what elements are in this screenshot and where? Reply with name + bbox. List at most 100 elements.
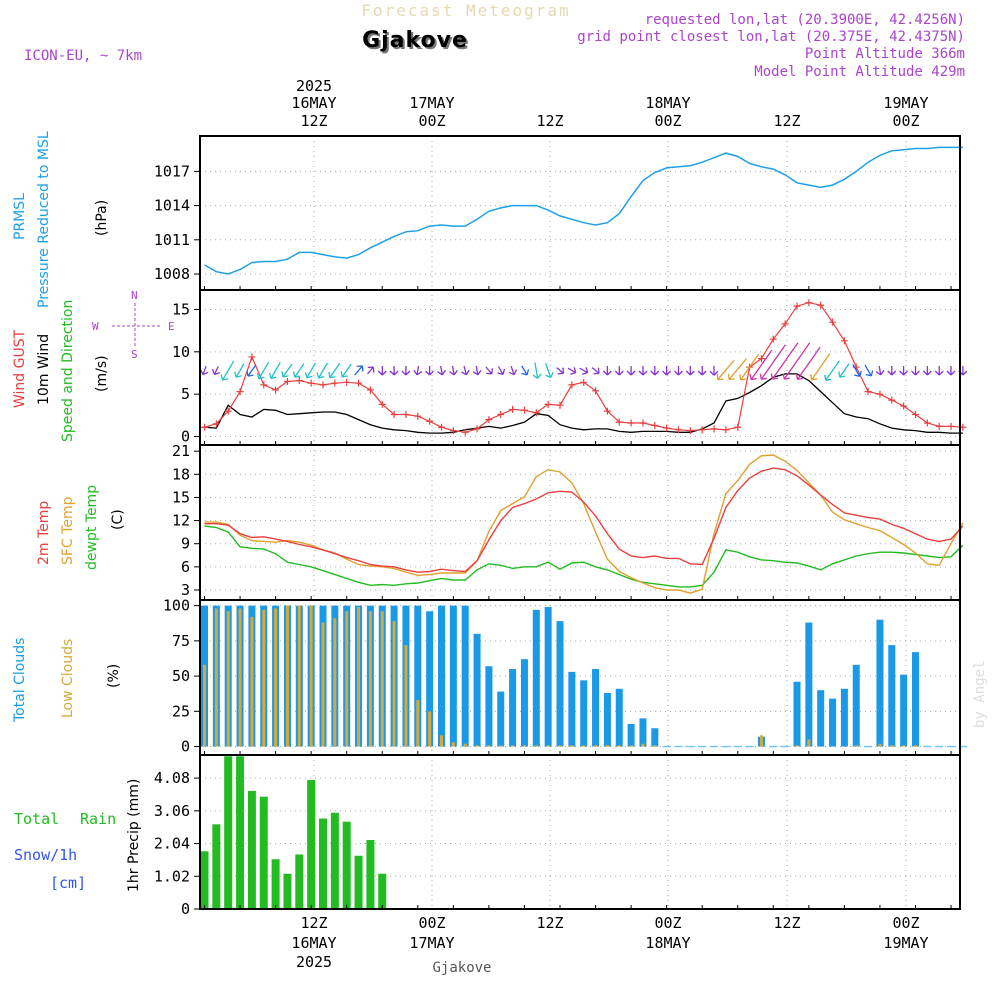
gust-point xyxy=(236,388,244,396)
rain-bar xyxy=(212,824,221,909)
gust-point xyxy=(355,379,363,387)
y-tick-label: 1017 xyxy=(154,162,190,180)
gust-point xyxy=(283,377,291,385)
bottom-axis-hour: 12Z xyxy=(773,914,800,932)
wind-direction-arrow xyxy=(268,362,281,380)
gust-point xyxy=(805,299,813,307)
y-tick-label: 15 xyxy=(172,300,190,318)
bottom-time-axis: 12Z 16MAY 2025 00Z 17MAY 12Z 00Z 18MAY 1… xyxy=(291,914,928,976)
wind-direction-arrow xyxy=(437,365,447,376)
bottom-axis-hour: 00Z xyxy=(418,914,445,932)
y-tick-label: 4.08 xyxy=(154,769,190,787)
total-cloud-bar xyxy=(449,605,457,747)
gust-point xyxy=(343,378,351,386)
total-cloud-bar xyxy=(627,724,635,747)
top-time-axis: 2025 16MAY 12Z 17MAY 00Z 12Z 18MAY 00Z 1… xyxy=(291,77,928,130)
bottom-axis-date: 17MAY xyxy=(409,934,454,952)
total-cloud-bar xyxy=(840,688,848,747)
gust-point xyxy=(426,417,434,425)
total-cloud-bar xyxy=(485,666,493,747)
low-cloud-bar xyxy=(759,735,763,747)
low-cloud-bar xyxy=(345,611,349,747)
low-cloud-bar xyxy=(902,745,906,747)
low-cloud-bar xyxy=(214,608,218,747)
low-cloud-bar xyxy=(653,745,657,747)
temp-dewpt-label: dewpt Temp xyxy=(84,485,100,570)
wind-speed-dir-label: Speed and Direction xyxy=(60,300,76,442)
wind-direction-arrow xyxy=(354,365,364,376)
precip-rain-label: Rain xyxy=(80,810,116,828)
wind-direction-arrow xyxy=(246,364,257,377)
low-cloud-bar xyxy=(451,742,455,747)
wind-direction-arrow xyxy=(200,365,209,376)
wind-direction-arrow xyxy=(709,365,719,376)
gust-point xyxy=(829,318,837,326)
gust-point xyxy=(509,405,517,413)
precip-total-label: Total xyxy=(14,810,59,828)
total-cloud-bar xyxy=(532,609,540,747)
wind-direction-arrow xyxy=(934,366,944,376)
gust-point xyxy=(449,427,457,435)
y-tick-label: 3.06 xyxy=(154,802,190,820)
gust-point xyxy=(769,335,777,343)
wind-direction-arrow xyxy=(256,361,270,380)
wind-direction-arrow xyxy=(281,363,293,378)
wind-direction-arrow xyxy=(220,360,235,381)
wind-direction-arrow xyxy=(614,366,624,376)
low-cloud-bar xyxy=(534,745,538,747)
gust-point xyxy=(438,423,445,431)
total-cloud-bar xyxy=(615,688,623,747)
gust-point xyxy=(663,424,671,432)
total-cloud-bar xyxy=(544,607,552,747)
gust-point xyxy=(201,423,208,431)
gust-point xyxy=(876,390,884,398)
gust-point xyxy=(817,301,825,309)
wind-direction-arrow xyxy=(544,363,554,379)
low-cloud-bar xyxy=(297,605,301,747)
rain-bar xyxy=(247,790,256,909)
y-tick-label: 3 xyxy=(181,581,190,599)
wind-direction-arrow xyxy=(899,366,909,376)
rain-bar xyxy=(236,756,245,909)
gust-point xyxy=(485,416,493,424)
gust-point xyxy=(781,320,789,328)
panel-frame xyxy=(199,754,961,910)
low-cloud-bar xyxy=(274,608,278,747)
gust-point xyxy=(698,426,706,434)
low-cloud-bar xyxy=(463,743,467,747)
credit: by Angel xyxy=(972,661,988,728)
low-cloud-bar xyxy=(617,745,621,747)
gust-point xyxy=(295,377,303,385)
low-cloud-bar xyxy=(594,745,598,747)
low-cloud-bar xyxy=(392,621,396,747)
precip-labels: Total Rain Snow/1h [cm] 1hr Precip (mm) xyxy=(14,779,142,892)
wind-direction-arrow xyxy=(864,364,874,377)
bottom-axis-hour: 12Z xyxy=(300,914,327,932)
wind-direction-arrow xyxy=(377,366,387,376)
wind-direction-arrow xyxy=(316,362,328,379)
temp-sfc-label: SFC Temp xyxy=(60,496,76,565)
temp-2m-line xyxy=(204,467,964,573)
top-axis-hour: 12Z xyxy=(773,112,800,130)
y-tick-label: 18 xyxy=(172,465,190,483)
gust-point xyxy=(592,387,600,395)
wind-direction-arrow xyxy=(461,365,470,376)
low-cloud-bar xyxy=(914,745,917,747)
wind-direction-arrow xyxy=(556,367,565,375)
low-cloud-bar xyxy=(522,745,526,747)
bottom-axis-date: 19MAY xyxy=(883,934,928,952)
top-axis-date: 17MAY xyxy=(409,94,454,112)
gust-point xyxy=(757,355,765,363)
y-tick-label: 0 xyxy=(181,428,190,446)
low-cloud-bar xyxy=(416,700,420,747)
requested-lonlat: requested lon,lat (20.3900E, 42.4256N) xyxy=(645,12,965,28)
low-cloud-bar xyxy=(321,622,325,747)
top-axis-hour: 00Z xyxy=(654,112,681,130)
gust-point xyxy=(307,379,315,387)
gust-point xyxy=(331,379,339,387)
gust-point xyxy=(319,381,327,389)
point-altitude: Point Altitude 366m xyxy=(805,46,965,62)
low-cloud-bar xyxy=(309,605,313,747)
footer-place: Gjakove xyxy=(432,960,491,976)
gust-point xyxy=(840,337,848,345)
